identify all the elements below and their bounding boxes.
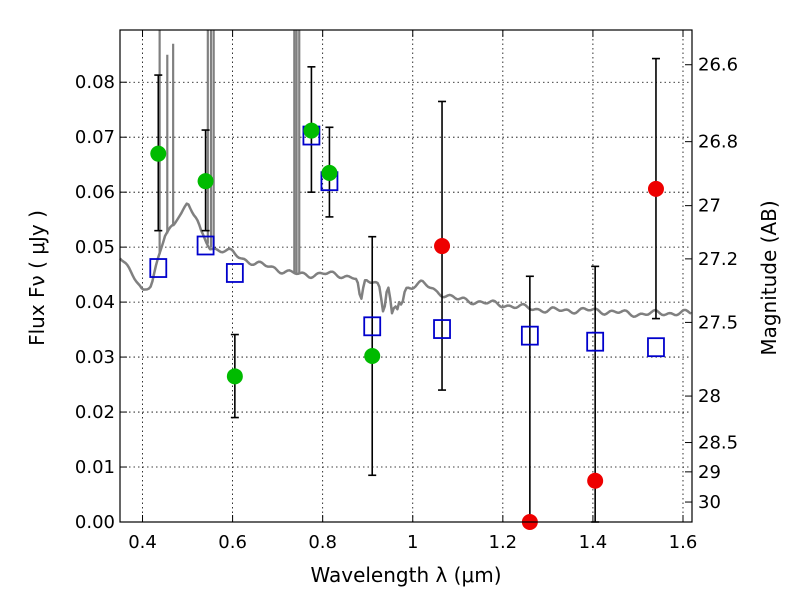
nir-flux-point: [647, 180, 664, 197]
x-tick-label: 1.6: [669, 532, 698, 553]
y-tick-label: 0.06: [75, 182, 115, 203]
y-tick-label: 0.07: [75, 127, 115, 148]
y-tick-label: 0.03: [75, 347, 115, 368]
model-square-point: [196, 235, 215, 256]
model-square-point: [586, 331, 605, 352]
y2-tick-label: 26.6: [698, 55, 738, 76]
y-tick-label: 0.00: [75, 512, 115, 533]
model-square-point: [363, 316, 382, 337]
x-tick-label: 0.8: [308, 532, 337, 553]
x-tick-label: 1.2: [489, 532, 518, 553]
y2-tick-label: 26.8: [698, 132, 738, 153]
optical-flux-point: [364, 347, 381, 364]
y2-tick-label: 28.5: [698, 433, 738, 454]
y2-axis-title: Magnitude (AB): [757, 200, 781, 355]
y2-tick-label: 27.2: [698, 249, 738, 270]
plot-frame: [119, 29, 693, 523]
model-square-point: [520, 325, 539, 346]
y2-tick-label: 27: [698, 196, 721, 217]
grid: [120, 30, 692, 522]
x-tick-label: 1: [407, 532, 418, 553]
optical-flux-point: [150, 145, 167, 162]
nir-flux-point: [587, 472, 604, 489]
y-tick-label: 0.05: [75, 237, 115, 258]
x-tick-label: 1.4: [579, 532, 608, 553]
model-square-point: [647, 337, 665, 358]
y2-tick-label: 29: [698, 462, 721, 483]
model-points: [149, 125, 665, 358]
x-tick-label: 0.6: [218, 532, 247, 553]
y-tick-label: 0.08: [75, 72, 115, 93]
optical-flux-point: [321, 164, 338, 181]
nir-flux-point: [434, 238, 451, 255]
y-axis-title: Flux Fν ( μJy ): [25, 210, 49, 346]
y2-tick-label: 27.5: [698, 312, 738, 333]
x-axis-title: Wavelength λ (μm): [310, 563, 501, 587]
y-tick-label: 0.02: [75, 402, 115, 423]
model-square-point: [225, 263, 244, 283]
observed-points: [150, 122, 664, 530]
optical-flux-point: [197, 173, 214, 190]
x-tick-label: 0.4: [128, 532, 157, 553]
optical-flux-point: [226, 368, 243, 385]
optical-flux-point: [303, 122, 320, 139]
model-square-point: [149, 258, 168, 278]
axis-ticks: 0.4 0.6 0.8 1 1.2 1.4 1.6 0.00 0.01 0.02 0.03 0.04 0…: [75, 30, 738, 553]
y-tick-label: 0.04: [75, 292, 115, 313]
model-square-point: [433, 319, 451, 339]
y2-tick-label: 28: [698, 386, 721, 407]
y-tick-label: 0.01: [75, 457, 115, 478]
y2-tick-label: 30: [698, 492, 721, 513]
